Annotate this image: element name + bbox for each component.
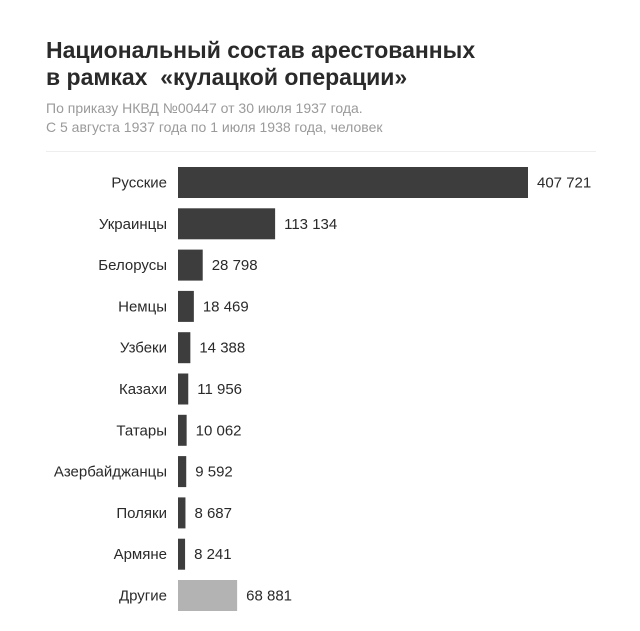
category-label: Узбеки [120,340,167,357]
category-label: Поляки [116,505,167,522]
category-label: Другие [119,588,167,605]
bar [178,497,186,529]
value-label: 407 721 [537,175,591,192]
value-label: 28 798 [212,257,258,274]
category-label: Русские [111,175,167,192]
bar [178,249,203,281]
chart-subtitle-line-2: С 5 августа 1937 года по 1 июля 1938 год… [46,119,383,135]
category-label: Татары [116,422,167,439]
bar-other [178,580,238,611]
category-label: Украинцы [99,216,167,233]
category-label: Немцы [118,298,167,315]
value-label: 14 388 [199,340,245,357]
value-label: 113 134 [284,216,337,233]
chart-subtitle-line-1: По приказу НКВД №00447 от 30 июля 1937 г… [46,100,363,116]
bar [178,414,187,446]
value-label: 8 241 [194,546,232,563]
value-label: 9 592 [195,464,233,481]
bar [178,373,189,405]
value-label: 10 062 [196,422,242,439]
chart-subtitle: По приказу НКВД №00447 от 30 июля 1937 г… [46,99,606,137]
chart-title-line-1: Национальный состав арестованных [46,37,476,63]
value-label: 11 956 [197,381,242,398]
bar [178,456,187,488]
category-label: Армяне [114,546,167,563]
bar [178,332,191,364]
title-divider [46,151,596,152]
bar [178,208,276,240]
value-label: 68 881 [246,588,292,605]
value-label: 18 469 [203,298,249,315]
bar [178,167,528,198]
bar [178,538,186,570]
category-label: Казахи [119,381,167,398]
category-label: Белорусы [98,257,167,274]
chart-title: Национальный состав арестованных в рамка… [46,37,606,91]
bar [178,290,194,322]
category-label: Азербайджанцы [54,464,167,481]
chart-title-line-2: в рамках «кулацкой операции» [46,64,408,90]
value-label: 8 687 [194,505,232,522]
